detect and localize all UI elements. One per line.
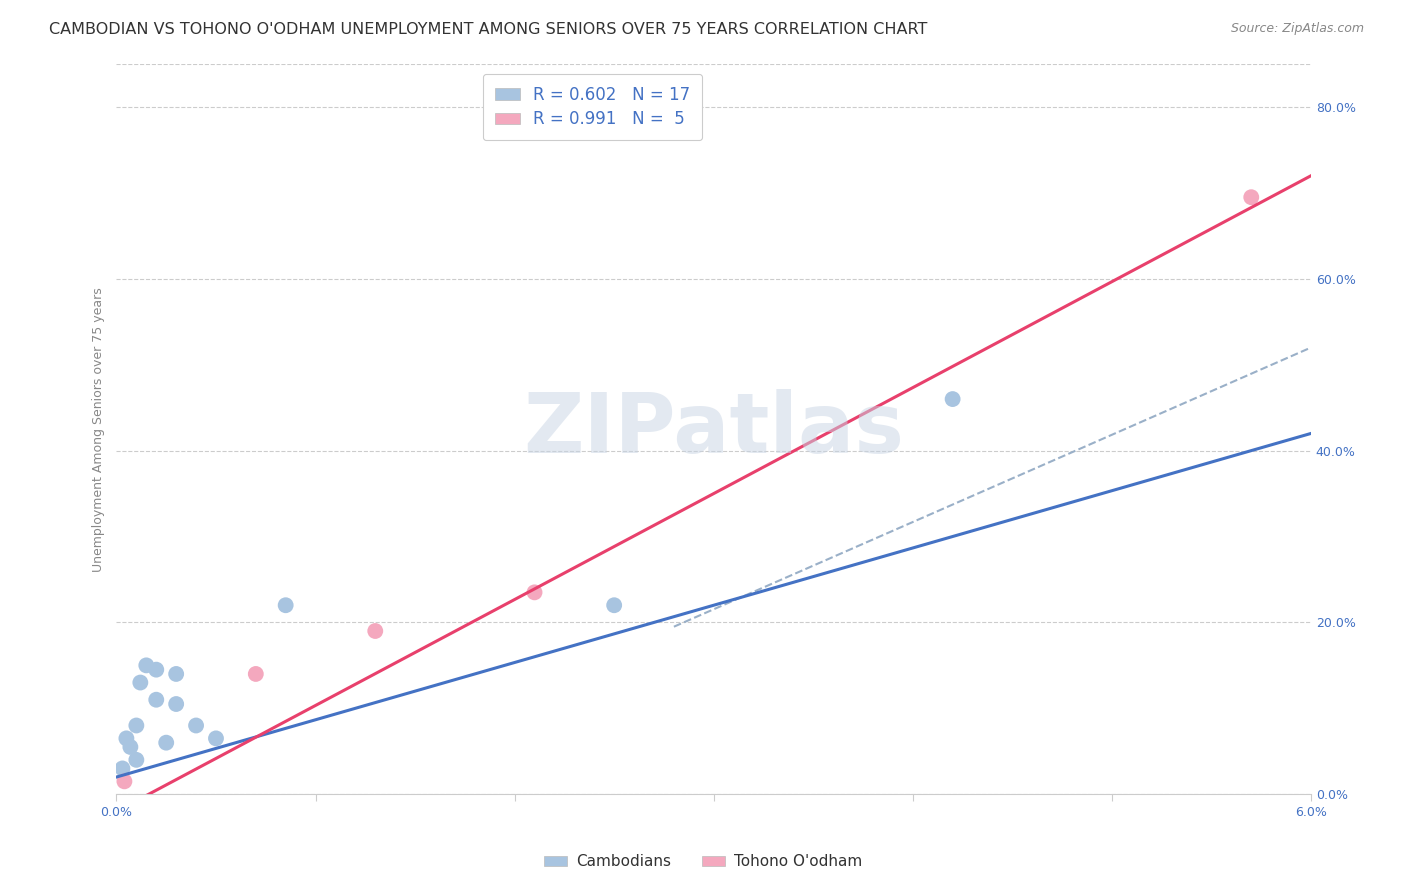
Point xyxy=(115,731,138,746)
Point xyxy=(364,624,387,638)
Point xyxy=(145,663,167,677)
Point xyxy=(942,392,965,406)
Point xyxy=(125,753,148,767)
Legend: R = 0.602   N = 17, R = 0.991   N =  5: R = 0.602 N = 17, R = 0.991 N = 5 xyxy=(484,74,702,140)
Point xyxy=(274,599,297,613)
Point xyxy=(245,667,267,681)
Point xyxy=(145,692,167,706)
Point xyxy=(165,667,187,681)
Y-axis label: Unemployment Among Seniors over 75 years: Unemployment Among Seniors over 75 years xyxy=(93,286,105,572)
Text: CAMBODIAN VS TOHONO O'ODHAM UNEMPLOYMENT AMONG SENIORS OVER 75 YEARS CORRELATION: CAMBODIAN VS TOHONO O'ODHAM UNEMPLOYMENT… xyxy=(49,22,928,37)
Point xyxy=(603,599,626,613)
Point xyxy=(129,675,152,690)
Point xyxy=(523,585,546,599)
Legend: Cambodians, Tohono O'odham: Cambodians, Tohono O'odham xyxy=(538,848,868,875)
Point xyxy=(112,774,135,789)
Point xyxy=(111,761,134,775)
Point xyxy=(135,658,157,673)
Point xyxy=(205,731,228,746)
Point xyxy=(125,718,148,732)
Point xyxy=(1240,190,1263,204)
Text: Source: ZipAtlas.com: Source: ZipAtlas.com xyxy=(1230,22,1364,36)
Point xyxy=(184,718,207,732)
Text: ZIPatlas: ZIPatlas xyxy=(523,389,904,469)
Point xyxy=(155,736,177,750)
Point xyxy=(165,697,187,711)
Point xyxy=(120,739,142,754)
